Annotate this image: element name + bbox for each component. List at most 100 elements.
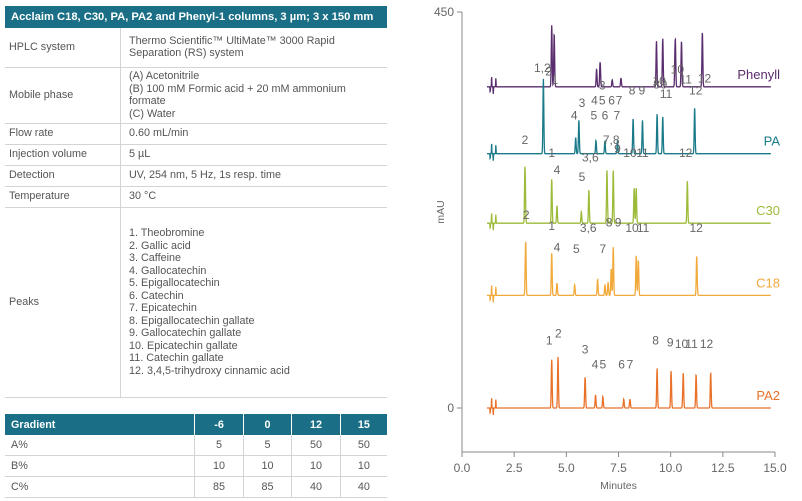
peak-label: 11 xyxy=(636,146,649,160)
gradient-cell: A% xyxy=(5,435,196,456)
gradient-cell: 50 xyxy=(340,435,387,456)
peak-label: 12 xyxy=(679,146,693,160)
x-tick-label: 7.5 xyxy=(610,461,627,475)
trace-c18 xyxy=(487,241,771,303)
peak-label: 8 xyxy=(653,78,660,92)
gradient-header-cell: 15 xyxy=(340,414,387,435)
condition-row: Peaks 1. Theobromine 2. Gallic acid 3. Caff… xyxy=(5,207,387,398)
trace-phenyll xyxy=(487,25,771,94)
x-tick-label: 15.0 xyxy=(763,461,787,475)
peak-label: 4 xyxy=(591,93,598,107)
condition-row: Mobile phase (A) Acetonitrile (B) 100 mM F… xyxy=(5,67,387,124)
peak-label: 9 xyxy=(661,78,668,92)
peak-label: 10 xyxy=(675,337,689,351)
condition-value-line: Separation (RS) system xyxy=(129,47,244,60)
gradient-cell: 5 xyxy=(243,435,293,456)
peak-label: 2 xyxy=(555,327,562,341)
condition-label: Mobile phase xyxy=(5,67,121,124)
peak-label: 6 xyxy=(608,93,615,107)
condition-value-line: 9. Gallocatechin gallate xyxy=(129,327,242,339)
peak-label: 3,6 xyxy=(580,221,597,235)
conditions-table: HPLC system Thermo Scientific™ UltiMate™ … xyxy=(5,28,387,398)
condition-value: 1. Theobromine 2. Gallic acid 3. Caffeine 4… xyxy=(120,207,387,398)
condition-value: (A) Acetonitrile (B) 100 mM Formic acid +… xyxy=(120,67,387,124)
peak-label: 2 xyxy=(545,64,552,78)
peak-label: 9 xyxy=(615,216,622,230)
gradient-header-cell: Gradient xyxy=(5,414,196,435)
gradient-cell: 10 xyxy=(340,455,387,477)
gradient-header-cell: -6 xyxy=(194,414,244,435)
peak-label: 12 xyxy=(689,84,703,98)
peak-label: 3,6 xyxy=(582,151,599,165)
gradient-header-cell: 0 xyxy=(243,414,293,435)
peak-label: 7 xyxy=(627,357,634,371)
condition-value-line: 12. 3,4,5-trihydroxy cinnamic acid xyxy=(129,364,290,377)
condition-row: Injection volume 5 µL xyxy=(5,144,387,166)
series-name-pa: PA xyxy=(764,134,781,149)
condition-value-line: formate xyxy=(129,95,166,107)
condition-row: Detection UV, 254 nm, 5 Hz, 1s resp. time xyxy=(5,165,387,187)
peak-label: 3 xyxy=(579,96,586,110)
condition-value: UV, 254 nm, 5 Hz, 1s resp. time xyxy=(120,165,387,187)
condition-value-line: 1. Theobromine xyxy=(129,227,205,239)
gradient-cell: 10 xyxy=(194,455,244,477)
condition-row: HPLC system Thermo Scientific™ UltiMate™ … xyxy=(5,28,387,68)
gradient-row: C% 85 85 40 40 xyxy=(5,476,387,498)
x-tick-label: 0.0 xyxy=(454,461,471,475)
peak-label: 12 xyxy=(700,337,714,351)
peak-label: 3 xyxy=(599,78,606,92)
gradient-cell: 5 xyxy=(194,435,244,456)
peak-label: 10 xyxy=(671,63,685,77)
series-name-phenyll: Phenyll xyxy=(737,67,780,82)
peak-label: 4 xyxy=(592,357,599,371)
peak-label: 4 xyxy=(554,240,561,254)
peak-label: 7,8 xyxy=(603,133,620,147)
peak-label: 7 xyxy=(600,242,607,256)
condition-value: 0.60 mL/min xyxy=(120,123,387,145)
peak-label: 3 xyxy=(582,342,589,356)
peak-label: 8 xyxy=(652,334,659,348)
condition-value: 5 µL xyxy=(120,144,387,166)
peak-label: 8 xyxy=(606,216,613,230)
peak-label: 5 xyxy=(599,93,606,107)
peak-label: 12 xyxy=(698,71,712,85)
peak-label: 11 xyxy=(660,87,673,101)
condition-value: Thermo Scientific™ UltiMate™ 3000 Rapid S… xyxy=(120,28,387,68)
trace-pa2 xyxy=(487,356,771,416)
series-name-pa2: PA2 xyxy=(756,388,780,403)
peak-label: 11 xyxy=(685,337,698,351)
gradient-cell: 40 xyxy=(291,476,341,498)
series-name-c30: C30 xyxy=(756,203,780,218)
peak-label: 5 xyxy=(579,170,586,184)
condition-value-line: 11. Catechin gallate xyxy=(129,352,224,364)
peak-label: 9 xyxy=(639,84,646,98)
peak-label: 6 xyxy=(602,108,609,122)
peak-label: 1 xyxy=(552,73,559,87)
condition-value-line: UV, 254 nm, 5 Hz, 1s resp. time xyxy=(129,169,282,182)
peak-label: 11 xyxy=(637,221,650,235)
trace-c30 xyxy=(487,166,771,231)
condition-value-line: 6. Catechin xyxy=(129,289,184,302)
x-tick-label: 10.0 xyxy=(659,461,683,475)
condition-label: Detection xyxy=(5,165,121,187)
condition-value-line: (C) Water xyxy=(129,107,176,120)
peak-label: 2 xyxy=(522,133,529,147)
peak-label: 6 xyxy=(618,357,625,371)
y-tick-label: 450 xyxy=(434,5,454,19)
peak-label: 10 xyxy=(653,74,667,88)
y-axis-label: mAU xyxy=(435,200,447,223)
gradient-header-cell: 12 xyxy=(291,414,341,435)
peak-label: 11 xyxy=(679,72,692,86)
x-axis-label: Minutes xyxy=(600,480,637,492)
peak-label: 5 xyxy=(600,357,607,371)
condition-value-line: 8. Epigallocatechin gallate xyxy=(129,314,255,327)
condition-label: Injection volume xyxy=(5,144,121,166)
condition-row: Flow rate 0.60 mL/min xyxy=(5,123,387,145)
peak-label: 1 xyxy=(548,146,555,160)
x-tick-label: 5.0 xyxy=(558,461,575,475)
peak-label: 7 xyxy=(616,93,623,107)
gradient-cell: 10 xyxy=(243,455,293,477)
condition-value-line: (A) Acetonitrile xyxy=(129,70,200,82)
condition-value-line: 4. Gallocatechin xyxy=(129,264,207,277)
condition-value: 30 °C xyxy=(120,186,387,208)
